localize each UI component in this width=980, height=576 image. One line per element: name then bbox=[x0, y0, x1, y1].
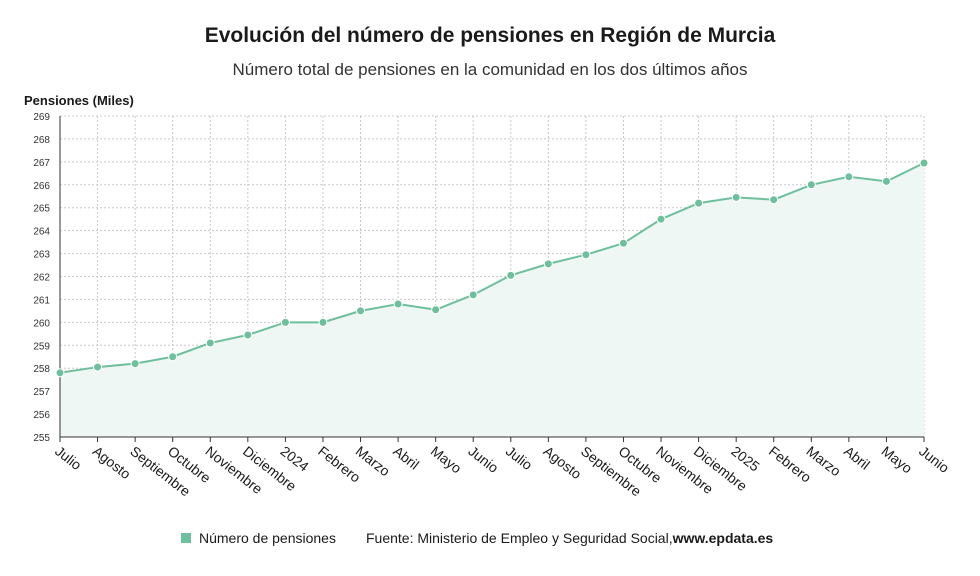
x-tick-label: Abril bbox=[390, 443, 422, 473]
data-point bbox=[280, 317, 290, 327]
y-tick-label: 256 bbox=[33, 410, 50, 421]
x-tick-label: Julio bbox=[503, 443, 536, 473]
data-point bbox=[731, 192, 741, 202]
x-tick-label: Agosto bbox=[541, 443, 585, 483]
y-axis-label: Pensiones (Miles) bbox=[24, 93, 134, 108]
y-tick-label: 265 bbox=[33, 204, 50, 215]
x-tick-label: Abril bbox=[841, 443, 873, 473]
data-point bbox=[656, 214, 666, 224]
legend-swatch bbox=[181, 533, 191, 543]
y-tick-label: 266 bbox=[33, 181, 50, 192]
y-tick-label: 268 bbox=[33, 135, 50, 146]
data-point bbox=[205, 338, 215, 348]
y-tick-label: 257 bbox=[33, 387, 50, 398]
x-tick-label: Junio bbox=[916, 443, 952, 476]
data-point bbox=[618, 238, 628, 248]
data-point bbox=[431, 305, 441, 315]
data-point bbox=[506, 270, 516, 280]
y-tick-label: 258 bbox=[33, 364, 50, 375]
y-tick-label: 255 bbox=[33, 433, 50, 444]
series-line bbox=[59, 162, 925, 374]
area-fill bbox=[60, 163, 924, 437]
data-point bbox=[393, 299, 403, 309]
x-tick-label: Agosto bbox=[90, 443, 134, 483]
data-point bbox=[55, 368, 65, 378]
x-tick-label: Mayo bbox=[428, 443, 465, 477]
y-tick-label: 267 bbox=[33, 158, 50, 169]
chart-legend: Número de pensiones Fuente: Ministerio d… bbox=[181, 530, 773, 546]
data-point bbox=[93, 362, 103, 372]
data-point bbox=[919, 158, 929, 168]
data-point bbox=[130, 359, 140, 369]
y-tick-label: 259 bbox=[33, 341, 50, 352]
data-point bbox=[581, 250, 591, 260]
data-point bbox=[881, 176, 891, 186]
data-point bbox=[543, 259, 553, 269]
source-link[interactable]: www.epdata.es bbox=[672, 530, 774, 546]
x-tick-label: Mayo bbox=[879, 443, 916, 477]
data-point bbox=[318, 317, 328, 327]
data-point bbox=[769, 195, 779, 205]
data-point bbox=[468, 290, 478, 300]
y-tick-label: 260 bbox=[33, 318, 50, 329]
data-point bbox=[356, 306, 366, 316]
y-tick-label: 261 bbox=[33, 295, 50, 306]
source-text: Fuente: Ministerio de Empleo y Seguridad… bbox=[365, 530, 673, 546]
x-tick-label: Julio bbox=[52, 443, 85, 473]
legend-series-label: Número de pensiones bbox=[199, 530, 336, 546]
x-tick-label: Junio bbox=[465, 443, 501, 476]
data-point bbox=[694, 198, 704, 208]
y-tick-label: 264 bbox=[33, 227, 50, 238]
chart-subtitle: Número total de pensiones en la comunida… bbox=[232, 60, 748, 79]
chart-title: Evolución del número de pensiones en Reg… bbox=[204, 24, 776, 47]
data-point bbox=[844, 172, 854, 182]
y-tick-label: 262 bbox=[33, 273, 50, 284]
data-point bbox=[168, 352, 178, 362]
y-tick-label: 269 bbox=[33, 112, 50, 123]
y-tick-label: 263 bbox=[33, 250, 50, 261]
data-point bbox=[806, 180, 816, 190]
data-point bbox=[243, 330, 253, 340]
